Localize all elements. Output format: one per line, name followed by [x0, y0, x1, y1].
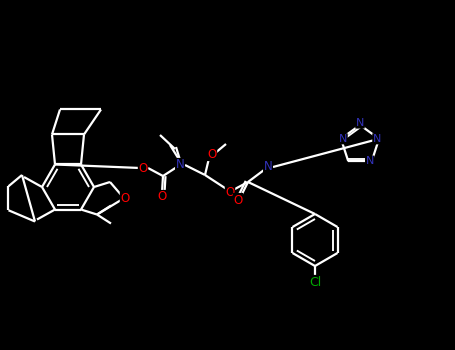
Text: N: N — [356, 118, 364, 128]
Text: Cl: Cl — [309, 275, 321, 288]
Text: O: O — [233, 194, 243, 206]
Text: N: N — [176, 159, 184, 172]
Text: N: N — [263, 161, 273, 174]
Text: O: O — [207, 147, 217, 161]
Text: N: N — [339, 134, 347, 144]
Text: O: O — [138, 161, 147, 175]
Text: O: O — [157, 190, 167, 203]
Text: O: O — [121, 192, 130, 205]
Text: N: N — [373, 134, 381, 144]
Text: N: N — [365, 156, 374, 166]
Text: O: O — [225, 186, 235, 198]
